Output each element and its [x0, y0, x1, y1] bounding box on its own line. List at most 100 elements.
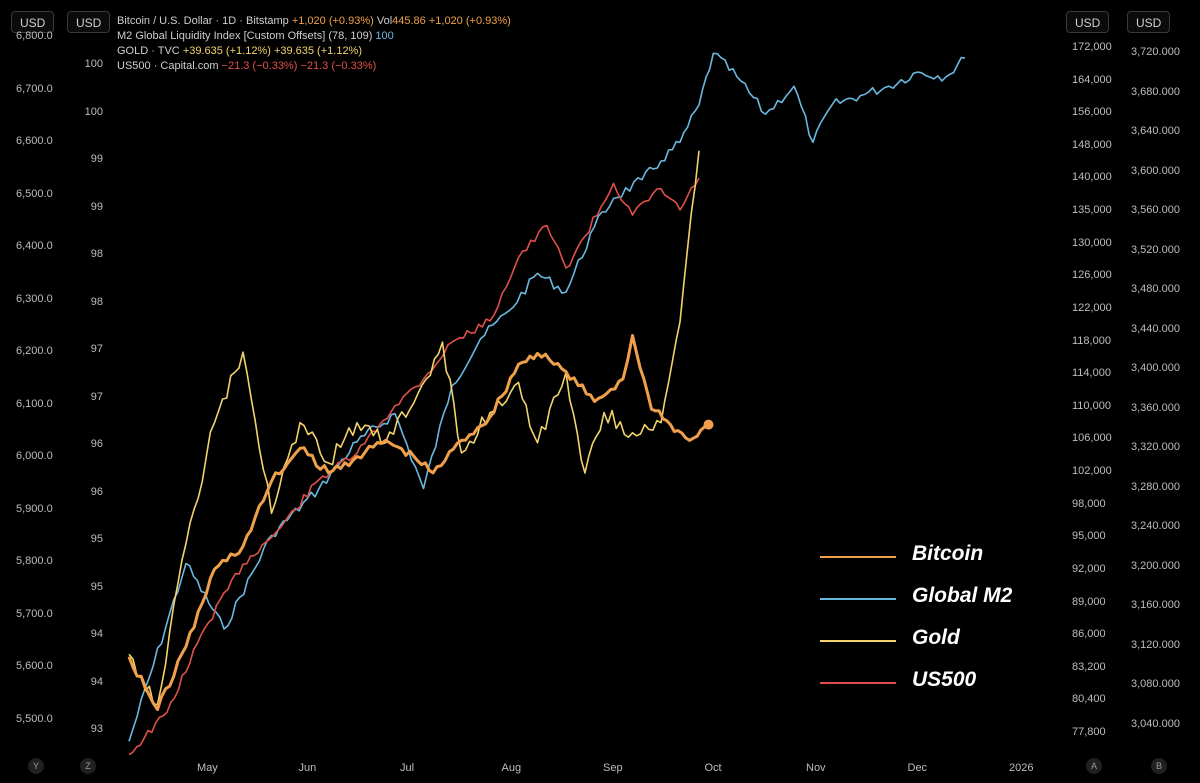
axis-tick-label: 89,000 [1072, 595, 1106, 608]
series-info-row[interactable]: US500 · Capital.com −21.3 (−0.33%) −21.3… [117, 60, 376, 72]
bitcoin-series-line [127, 334, 710, 711]
series-info-row[interactable]: GOLD · TVC +39.635 (+1.12%) +39.635 (+1.… [117, 45, 362, 57]
axis-tick-label: 3,400.000 [1131, 362, 1180, 375]
axis-tick-label: 6,600.0 [16, 135, 53, 148]
axis-tick-label: 102,000 [1072, 465, 1112, 478]
axis-tick-label: 3,720.000 [1131, 46, 1180, 58]
series-info-name: GOLD · TVC [117, 45, 183, 57]
axis-tick-label: 3,160.000 [1131, 599, 1180, 612]
axis-time-tick-label: Sep [603, 762, 623, 774]
axis-tick-label: 3,040.000 [1131, 718, 1180, 730]
axis-tick-label: 6,400.0 [16, 240, 53, 253]
currency-button-left-inner[interactable]: USD [67, 11, 111, 33]
series-info-name: Bitcoin / U.S. Dollar · 1D · Bitstamp [117, 15, 292, 27]
axis-tick-label: 97 [90, 390, 103, 403]
axis-tick-label: 96 [90, 485, 103, 498]
axis-tick-label: 96 [90, 438, 103, 450]
axis-tick-label: 3,520.000 [1131, 243, 1180, 256]
m2-series-line [128, 52, 966, 742]
axis-tick-label: 3,560.000 [1131, 204, 1180, 217]
axis-tick-label: 3,600.000 [1131, 164, 1180, 177]
series-info-row[interactable]: Bitcoin / U.S. Dollar · 1D · Bitstamp +1… [117, 15, 511, 27]
axis-tick-label: 3,640.000 [1131, 125, 1180, 138]
axis-tick-label: 172,000 [1072, 41, 1112, 53]
axis-tick-label: 5,600.0 [16, 660, 53, 673]
legend-swatch [820, 556, 896, 558]
axis-tick-label: 3,480.000 [1131, 283, 1180, 296]
series-info-value: +1,020 (+0.93%) [291, 15, 377, 27]
series-info-row[interactable]: M2 Global Liquidity Index [Custom Offset… [117, 30, 394, 42]
axis-tick-label: 100 [84, 105, 103, 118]
axis-tick-label: 5,900.0 [16, 502, 53, 515]
axis-tick-label: 6,500.0 [16, 187, 53, 200]
axis-tick-label: 100 [84, 58, 103, 70]
axis-tick-label: 5,700.0 [16, 607, 53, 620]
series-info-volume-label: Vol [376, 15, 393, 27]
axis-tick-label: 110,000 [1072, 399, 1111, 412]
corner-b-marker[interactable]: B [1151, 758, 1167, 774]
corner-a-marker[interactable]: A [1086, 758, 1102, 774]
us500-series-line [128, 177, 700, 756]
axis-tick-label: 6,200.0 [16, 345, 53, 358]
currency-button-right-inner[interactable]: USD [1066, 11, 1110, 33]
corner-y-marker[interactable]: Y [28, 758, 44, 774]
axis-time-tick-label: Jul [400, 762, 415, 774]
axis-tick-label: 126,000 [1072, 269, 1112, 282]
series-info-change: +1,020 (+0.93%) [428, 15, 511, 27]
axis-tick-label: 97 [90, 343, 103, 355]
axis-tick-label: 77,800 [1072, 726, 1106, 738]
corner-z-marker[interactable]: Z [80, 758, 96, 774]
axis-tick-label: 140,000 [1072, 171, 1112, 184]
axis-tick-label: 94 [90, 628, 103, 640]
axis-tick-label: 6,700.0 [16, 82, 53, 95]
axis-time-tick-label: Aug [501, 762, 522, 774]
axis-tick-label: 106,000 [1072, 432, 1112, 445]
axis-tick-label: 156,000 [1072, 106, 1112, 119]
axis-time-tick-label: Jun [298, 762, 317, 774]
axis-tick-label: 95,000 [1072, 530, 1106, 543]
currency-button-right-outer[interactable]: USD [1127, 11, 1171, 33]
axis-tick-label: 122,000 [1072, 301, 1112, 314]
axis-tick-label: 118,000 [1072, 334, 1111, 347]
bitcoin-last-point [703, 419, 714, 430]
axis-tick-label: 99 [90, 200, 103, 213]
legend-label: Global M2 [912, 584, 1013, 607]
axis-tick-label: 5,500.0 [16, 713, 53, 725]
axis-time-tick-label: May [197, 762, 218, 774]
series-info-change: −21.3 (−0.33%) [300, 60, 377, 72]
axis-tick-label: 3,320.000 [1131, 441, 1180, 454]
legend-label: Bitcoin [912, 542, 984, 565]
axis-time-tick-label: Dec [907, 762, 928, 774]
series-info-value: −21.3 (−0.33%) [221, 60, 301, 72]
series-info-volume: 445.86 [392, 15, 429, 27]
axis-tick-label: 86,000 [1072, 628, 1106, 641]
axis-tick-label: 80,400 [1072, 693, 1106, 706]
series-info-name: US500 · Capital.com [117, 60, 222, 72]
axis-tick-label: 6,100.0 [16, 397, 53, 410]
axis-tick-label: 92,000 [1072, 562, 1106, 575]
axis-tick-label: 3,280.000 [1131, 480, 1180, 493]
axis-tick-label: 5,800.0 [16, 555, 53, 568]
axis-tick-label: 135,000 [1072, 204, 1112, 217]
axis-tick-label: 3,120.000 [1131, 638, 1180, 651]
axis-tick-label: 95 [90, 533, 103, 545]
legend-swatch [820, 598, 896, 600]
axis-time-tick-label: Nov [806, 762, 826, 774]
axis-tick-label: 99 [90, 153, 103, 165]
legend-swatch [820, 640, 896, 642]
currency-button-left-outer[interactable]: USD [11, 11, 55, 33]
axis-time-tick-label: 2026 [1009, 762, 1034, 774]
axis-tick-label: 98 [90, 248, 103, 260]
axis-tick-label: 130,000 [1072, 236, 1112, 249]
axis-tick-label: 3,200.000 [1131, 559, 1180, 572]
axis-tick-label: 6,300.0 [16, 292, 53, 305]
axis-tick-label: 94 [90, 675, 103, 688]
gold-series-line [128, 150, 700, 706]
axis-tick-label: 6,000.0 [16, 450, 53, 463]
axis-tick-label: 164,000 [1072, 73, 1112, 86]
axis-tick-label: 98 [90, 295, 103, 308]
axis-tick-label: 3,240.000 [1131, 520, 1180, 533]
axis-tick-label: 6,800.0 [16, 30, 53, 42]
axis-tick-label: 3,680.000 [1131, 85, 1180, 98]
